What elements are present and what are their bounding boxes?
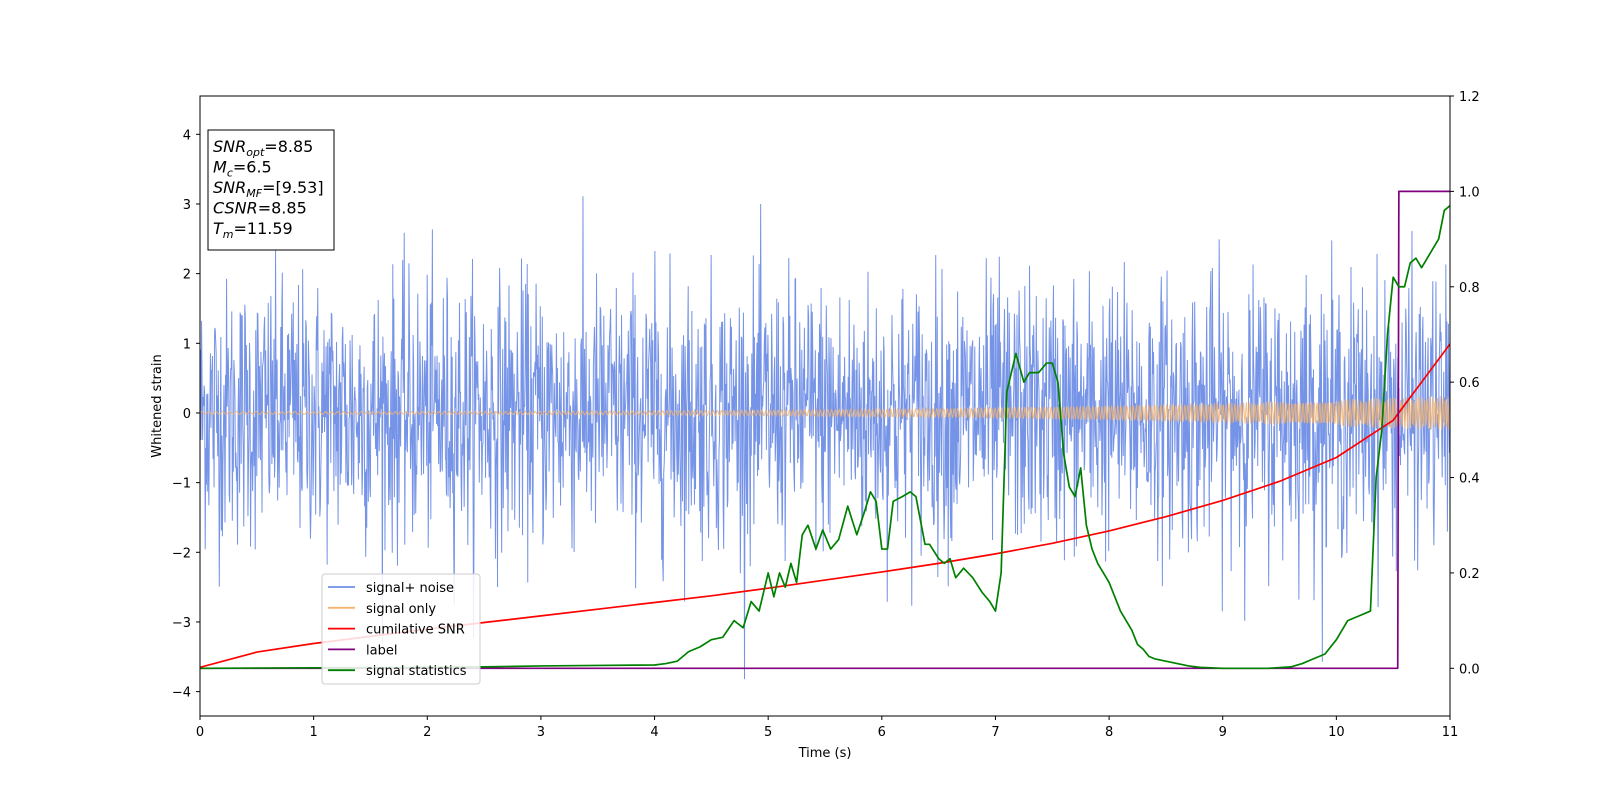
y-right-tick-label: 1.2	[1459, 90, 1480, 105]
info-box: SNRopt=8.85Mc=6.5SNRMF=[9.53]CSNR=8.85Tm…	[207, 129, 335, 251]
legend-entry-cumulative-snr: cumilative SNR	[328, 623, 465, 638]
y-right-tick-label: 0.0	[1459, 662, 1480, 677]
series-signal-noise-line	[200, 196, 1450, 680]
y-left-tick-label: 2	[183, 268, 191, 283]
y-left-tick-label: 0	[183, 407, 191, 422]
legend-label: label	[366, 643, 397, 658]
x-tick-label: 2	[423, 725, 431, 740]
info-box-frame	[207, 129, 335, 251]
x-tick-label: 5	[764, 725, 772, 740]
y-axis-label: Whitened strain	[150, 354, 165, 457]
info-box-line: CSNR=8.85	[213, 199, 307, 218]
legend-entry-label: label	[328, 643, 397, 658]
legend-entry-signal-only: signal only	[328, 602, 436, 617]
x-tick-label: 1	[309, 725, 317, 740]
plot-frame	[199, 95, 1451, 717]
x-tick-label: 0	[196, 725, 204, 740]
legend: signal+ noise signal only cumilative SNR la…	[321, 573, 481, 685]
legend-label: signal statistics	[366, 664, 467, 679]
legend-entry-signal-statistics: signal statistics	[328, 664, 467, 679]
series-signal-statistics-line	[200, 205, 1450, 670]
legend-label: signal+ noise	[366, 581, 454, 596]
legend-frame	[321, 573, 481, 685]
y-right-tick-label: 0.8	[1459, 281, 1480, 296]
x-tick-label: 11	[1442, 725, 1459, 740]
y-axis-left: −4 −3 −2 −1 0 1 2 3 4	[172, 128, 200, 701]
x-axis: 0 1 2 3 4 5 6 7 8 9 10 11	[196, 716, 1458, 740]
x-tick-label: 3	[537, 725, 545, 740]
info-box-line: SNRopt=8.85	[213, 137, 313, 159]
y-left-tick-label: 3	[183, 198, 191, 213]
y-left-tick-label: −1	[172, 477, 191, 492]
x-tick-label: 8	[1105, 725, 1113, 740]
y-left-tick-label: −3	[172, 616, 191, 631]
y-right-tick-label: 0.4	[1459, 472, 1480, 487]
y-left-tick-label: −2	[172, 546, 191, 561]
y-right-tick-label: 0.6	[1459, 376, 1480, 391]
series-signal-only-line	[200, 395, 1450, 431]
y-right-tick-label: 0.2	[1459, 567, 1480, 582]
legend-label: cumilative SNR	[366, 623, 465, 638]
x-tick-label: 9	[1219, 725, 1227, 740]
series-label-line	[200, 190, 1450, 670]
info-box-line: SNRMF=[9.53]	[213, 178, 324, 200]
info-box-line: Mc=6.5	[213, 158, 272, 180]
info-box-line: Tm=11.59	[213, 219, 293, 241]
y-right-tick-label: 1.0	[1459, 185, 1480, 200]
y-left-tick-label: 1	[183, 337, 191, 352]
legend-label: signal only	[366, 602, 436, 617]
y-left-tick-label: −4	[172, 686, 191, 701]
x-axis-label: Time (s)	[798, 746, 852, 761]
x-tick-label: 7	[991, 725, 999, 740]
legend-entry-signal-noise: signal+ noise	[328, 581, 454, 596]
x-tick-label: 10	[1328, 725, 1345, 740]
x-tick-label: 4	[650, 725, 658, 740]
y-axis-right: 0.0 0.2 0.4 0.6 0.8 1.0 1.2	[1450, 90, 1480, 677]
x-tick-label: 6	[878, 725, 886, 740]
y-left-tick-label: 4	[183, 128, 191, 143]
